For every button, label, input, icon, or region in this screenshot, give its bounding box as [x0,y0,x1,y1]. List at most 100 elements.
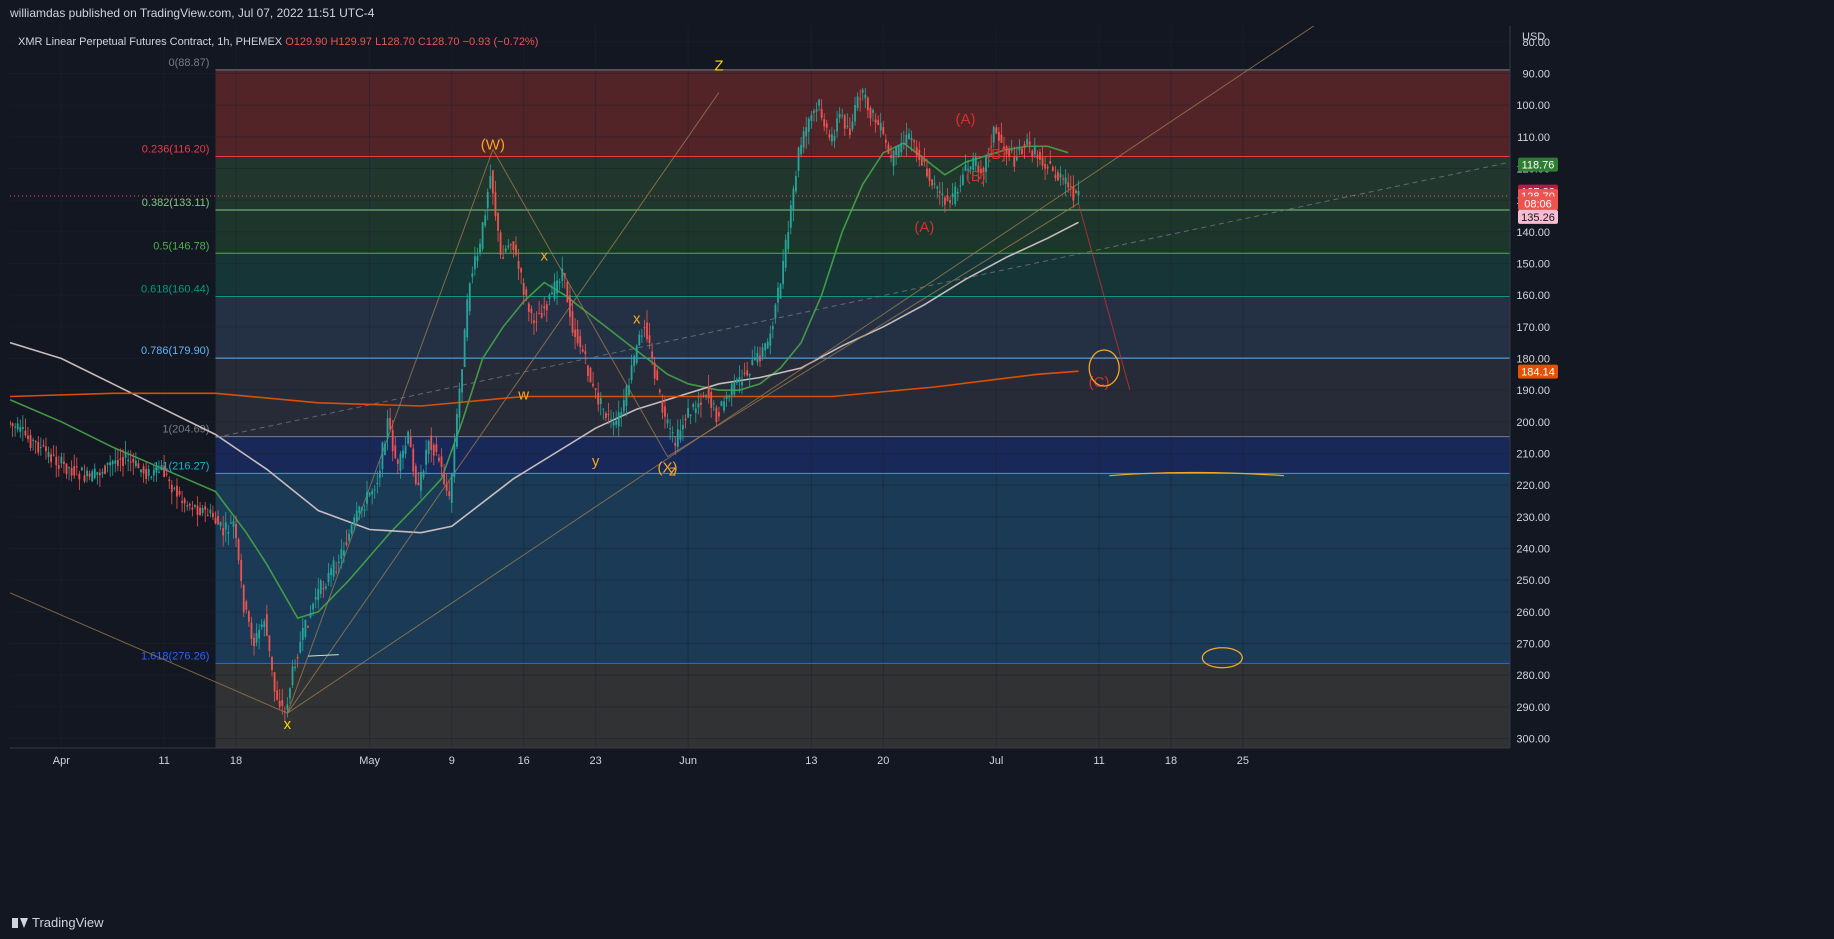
candle-body [941,193,944,196]
candle-body [908,133,910,140]
candle-body [543,306,546,309]
candle-body [594,388,597,391]
candle-body [186,505,189,507]
candle-body [869,107,872,119]
chart-area[interactable]: 0(88.87) 0.236(116.20) 0.382(133.11) 0.5(14… [10,26,1834,906]
candle-body [1075,190,1077,194]
target-circle-annotation [1201,647,1243,669]
candle-body [802,131,805,148]
candle-body [910,138,913,141]
candle-body [766,341,769,349]
footer-bar: TradingView [0,906,1834,939]
x-tick-label: 11 [1093,755,1104,767]
candle-body [1046,166,1049,169]
candle-body [196,505,199,515]
symbol-legend: XMR Linear Perpetual Futures Contract, 1… [18,36,538,48]
candle-body [440,456,443,467]
candle-body [602,408,605,410]
candle-body [723,401,725,411]
y-tick-label: 250.00 [1516,575,1550,587]
candle-body [509,244,512,246]
candle-body [201,508,204,514]
candle-body [317,588,320,601]
candle-body [959,185,962,187]
candle-body [21,427,24,430]
price-badge-label: 135.26 [1521,212,1555,224]
candle-body [897,145,900,158]
candle-body [848,128,851,135]
candle-body [592,383,594,387]
publisher-bar: williamdas published on TradingView.com,… [0,0,1834,26]
price-chart[interactable]: 0(88.87) 0.236(116.20) 0.382(133.11) 0.5(14… [10,26,1834,906]
price-badge-label: 184.14 [1521,367,1555,379]
wave-label: (C) [1089,374,1110,391]
candle-body [679,430,682,440]
candle-body [199,507,201,516]
price-badge-label: 08:06 [1524,198,1552,210]
fib-label-0.382: 0.382(133.11) [142,197,210,209]
candle-body [479,243,481,254]
y-tick-label: 170.00 [1516,322,1550,334]
candle-body [571,311,574,333]
candle-body [1031,150,1034,157]
candle-body [759,355,761,362]
candle-body [91,471,94,482]
candle-body [494,192,497,217]
candle-body [463,329,466,367]
candle-body [124,453,127,458]
candle-body [456,413,458,447]
candle-body [707,386,710,399]
candle-body [104,465,106,474]
candle-body [27,435,29,440]
candle-body [576,329,579,344]
tradingview-logo[interactable]: TradingView [12,915,104,930]
candle-body [360,507,363,511]
candle-body [353,517,356,526]
candle-body [34,441,37,443]
candle-body [450,473,453,503]
candle-body [486,191,489,208]
candle-body [992,126,995,143]
candle-body [810,115,813,121]
trend-line [667,202,1079,458]
candle-body [394,445,397,459]
candle-body [14,426,17,428]
y-tick-label: 200.00 [1516,417,1550,429]
y-tick-label: 150.00 [1516,259,1550,271]
candle-body [825,123,828,128]
candle-body [615,420,618,425]
candle-body [373,489,376,491]
candle-body [936,186,939,189]
candle-body [954,186,957,205]
candle-body [188,503,191,506]
candle-body [512,241,515,251]
candle-body [617,412,620,427]
wave-label: (X) [658,460,678,477]
support-stroke-annotation [307,654,339,657]
candle-body [563,273,566,277]
candle-body [325,586,327,589]
candle-body [68,467,70,469]
target-circle-annotation [1088,349,1120,387]
wave-label: w [517,387,529,404]
candle-body [720,401,723,407]
candle-body [689,414,692,416]
candle-body [1013,157,1016,167]
candle-body [622,400,625,412]
trend-line [492,149,668,457]
x-tick-label: Apr [53,755,70,767]
symbol-title: XMR Linear Perpetual Futures Contract, 1… [18,36,283,48]
candle-body [37,441,40,453]
candle-body [96,471,99,475]
candle-body [504,248,507,252]
candle-body [733,381,736,395]
candle-body [643,327,646,329]
candle-body [956,191,959,194]
candle-body [1049,160,1052,164]
candle-body [502,257,505,259]
candle-body [1041,157,1044,166]
candle-body [522,282,525,295]
candle-body [556,280,558,294]
y-tick-label: 240.00 [1516,544,1550,556]
price-badge [1518,196,1558,211]
